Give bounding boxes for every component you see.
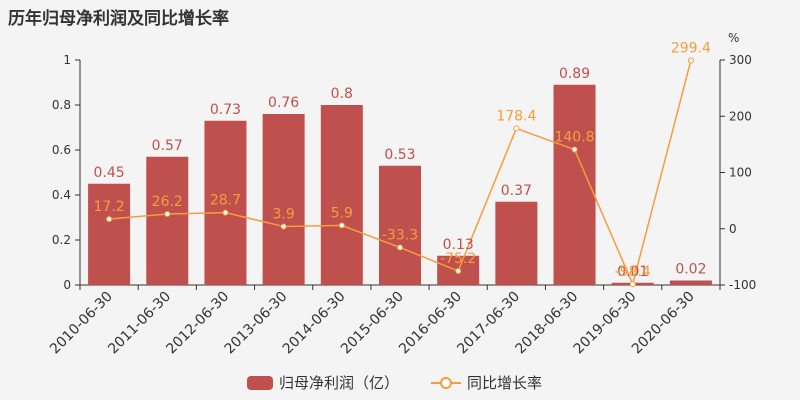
bar (320, 105, 363, 285)
line-value-label: 26.2 (152, 194, 183, 210)
y-right-tick-label: -100 (729, 278, 756, 292)
line-point (687, 57, 694, 64)
bar (146, 156, 189, 285)
bar-value-label: 0.57 (152, 138, 183, 154)
y-left-tick-label: 0.4 (52, 188, 71, 202)
line-value-label: -33.3 (382, 227, 418, 243)
line-value-label: 140.8 (554, 130, 594, 146)
y-left-tick-label: 1 (63, 53, 71, 67)
line-value-label: 3.9 (273, 207, 295, 223)
line-point (629, 281, 636, 288)
legend: 归母净利润（亿） 同比增长率 (0, 372, 800, 398)
bar-value-label: 0.76 (268, 95, 299, 111)
bar (379, 165, 421, 285)
y-left-tick-label: 0.8 (52, 98, 71, 112)
bar (669, 280, 712, 285)
y-left-tick-label: 0 (63, 278, 71, 292)
bar-value-label: 0.13 (443, 237, 474, 253)
legend-item-line[interactable]: 同比增长率 (431, 372, 542, 393)
line-point (513, 125, 520, 132)
chart-svg: 00.20.40.60.81-1000100200300%2010-06-302… (47, 31, 756, 358)
line-value-label: 5.9 (331, 205, 353, 221)
line-point (222, 209, 229, 216)
y-left-tick-label: 0.6 (52, 143, 71, 157)
y-right-tick-label: 300 (729, 53, 752, 67)
legend-line-label: 同比增长率 (467, 374, 543, 392)
bar (88, 183, 131, 285)
line-point (106, 216, 113, 223)
legend-bar-swatch (247, 375, 273, 390)
x-tick-label: 2020-06-30 (629, 289, 698, 358)
bar (204, 120, 247, 285)
legend-line-marker (440, 376, 452, 389)
line-point (397, 244, 403, 251)
bar (262, 114, 305, 285)
y-right-unit: % (728, 31, 739, 45)
y-right-tick-label: 100 (729, 166, 752, 180)
bar-value-label: 0.01 (617, 264, 648, 280)
line-value-label: 299.4 (671, 40, 711, 56)
bar-value-label: 0.73 (210, 102, 241, 118)
line-value-label: 178.4 (496, 108, 536, 124)
bar-value-label: 0.37 (501, 183, 532, 199)
line-point (571, 146, 578, 153)
bar-value-label: 0.45 (94, 165, 125, 181)
bar-value-label: 0.89 (559, 66, 590, 82)
y-right-tick-label: 0 (729, 222, 737, 236)
line-value-label: 28.7 (210, 193, 241, 209)
bar-value-label: 0.53 (384, 147, 415, 163)
line-value-label: -75.2 (440, 251, 476, 267)
legend-bar-label: 归母净利润（亿） (279, 374, 400, 392)
bar-value-label: 0.8 (331, 86, 353, 102)
line-point (280, 223, 287, 230)
bar (495, 201, 538, 285)
bar-value-label: 0.02 (675, 262, 706, 278)
line-point (338, 222, 345, 229)
line-point (455, 268, 462, 275)
line-value-label: -98.4 (615, 264, 651, 280)
line-value-label: 17.2 (94, 199, 125, 215)
line-point (164, 211, 171, 218)
bar (553, 84, 596, 285)
chart-title: 历年归母净利润及同比增长率 (8, 9, 229, 29)
y-left-tick-label: 0.2 (52, 233, 71, 247)
y-right-tick-label: 200 (729, 109, 752, 123)
legend-line-swatch (431, 376, 461, 390)
legend-item-bar[interactable]: 归母净利润（亿） (247, 372, 399, 393)
